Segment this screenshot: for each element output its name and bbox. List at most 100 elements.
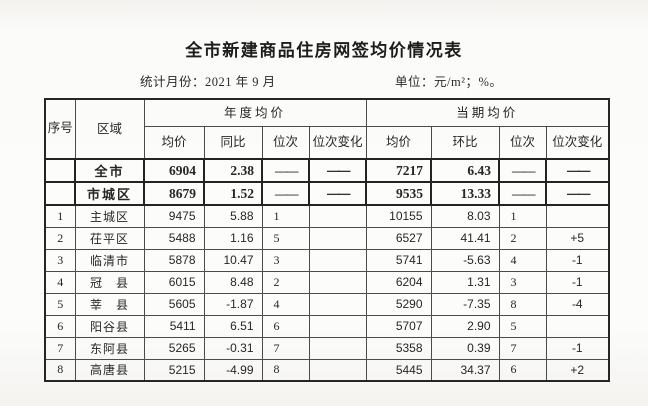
cell-current-mom: 6.43 [430,158,501,183]
cell-region: 茌平区 [74,226,145,250]
cell-region: 主城区 [74,204,145,228]
cell-annual-avg: 9475 [143,204,205,228]
cell-annual-rank: 5 [261,226,310,250]
cell-current-avg: 5290 [365,292,432,316]
cell-current-rank-change: +5 [545,226,610,250]
cell-current-avg: 5741 [365,248,432,272]
col-group-annual-avg: 年度均价 [143,98,367,127]
cell-region: 临清市 [74,248,145,272]
cell-seq: 3 [44,248,76,272]
cell-current-rank: 5 [498,314,547,338]
col-header-current-avg: 均价 [365,125,432,160]
cell-current-mom: 13.33 [430,181,501,206]
table-row: 7 东阿县 5265 -0.31 7 5358 0.39 7 -1 [44,336,610,360]
cell-current-rank: —— [498,158,548,183]
cell-current-rank-change: -1 [545,248,610,272]
cell-annual-yoy: 1.52 [203,181,263,206]
price-table: 序号 区域 年度均价 当期均价 均价 同比 位次 位次变化 均价 环比 位次 位… [44,98,611,382]
cell-seq: 7 [44,336,76,360]
cell-region: 冠 县 [74,270,145,294]
cell-current-rank-change: -4 [545,292,610,316]
cell-region: 阳谷县 [74,314,145,338]
table-body: 全市 6904 2.38 —— —— 7217 6.43 —— —— 市城区 8… [44,158,611,382]
cell-annual-rank-change [308,248,367,272]
cell-region: 市城区 [74,181,145,206]
cell-current-avg: 6527 [365,226,432,250]
dash-placeholder: —— [567,163,591,178]
table-row: 4 冠 县 6015 8.48 2 6204 1.31 3 -1 [44,270,610,294]
table-row: 1 主城区 9475 5.88 1 10155 8.03 1 [44,204,610,228]
cell-current-rank: 1 [498,204,547,228]
cell-current-mom: -5.63 [430,248,500,272]
cell-current-rank-change: —— [545,158,611,183]
cell-annual-rank: —— [261,181,310,206]
col-header-annual-rank: 位次 [261,125,310,160]
col-header-region: 区域 [74,98,145,160]
cell-seq: 6 [44,314,76,338]
cell-current-rank: —— [498,181,548,206]
table-header: 序号 区域 年度均价 当期均价 均价 同比 位次 位次变化 均价 环比 位次 位… [44,98,610,160]
cell-current-avg: 6204 [365,270,432,294]
col-header-seq: 序号 [44,98,76,160]
cell-seq: 2 [44,226,76,250]
col-header-current-mom: 环比 [430,125,500,160]
cell-annual-avg: 6015 [143,270,205,294]
col-group-current-avg: 当期均价 [365,98,610,127]
cell-seq: 1 [44,204,76,228]
cell-annual-rank-change [308,270,367,294]
cell-seq: 4 [44,270,76,294]
cell-annual-yoy: -0.31 [203,336,263,360]
cell-current-mom: 34.37 [430,358,500,382]
cell-annual-rank: 3 [261,248,310,272]
cell-current-avg: 7217 [365,158,433,183]
dash-placeholder: —— [567,186,591,201]
cell-annual-yoy: 10.47 [203,248,263,272]
cell-current-rank-change: +2 [545,358,610,382]
cell-annual-yoy: 1.16 [203,226,263,250]
cell-seq: 5 [44,292,76,316]
cell-annual-avg: 8679 [143,181,205,206]
cell-annual-rank: 2 [261,270,310,294]
cell-current-mom: 8.03 [430,204,500,228]
cell-annual-rank-change [308,204,367,228]
cell-annual-rank: 4 [261,292,310,316]
cell-annual-avg: 6904 [143,158,205,183]
header-sub-row: 均价 同比 位次 位次变化 均价 环比 位次 位次变化 [45,125,610,160]
cell-current-mom: -7.35 [430,292,500,316]
cell-annual-rank-change: —— [307,158,368,183]
cell-current-mom: 0.39 [430,336,500,360]
page-title: 全市新建商品住房网签均价情况表 [185,41,463,60]
col-header-annual-rank-change: 位次变化 [308,125,367,160]
dash-placeholder: —— [275,185,299,201]
cell-current-avg: 5358 [365,336,432,360]
cell-current-rank-change [545,314,610,338]
cell-annual-rank: 1 [261,204,310,228]
cell-seq: 8 [44,358,76,382]
cell-annual-rank-change [308,292,367,316]
col-header-annual-yoy: 同比 [203,125,263,160]
cell-annual-yoy: 8.48 [203,270,263,294]
cell-current-rank: 7 [498,336,547,360]
dash-placeholder: —— [275,162,299,178]
cell-current-rank: 6 [498,358,547,382]
table-row: 8 高唐县 5215 -4.99 8 5445 34.37 6 +2 [44,358,610,382]
cell-current-rank-change [545,204,610,228]
cell-annual-rank: 7 [261,336,310,360]
cell-annual-yoy: 6.51 [203,314,263,338]
cell-annual-avg: 5605 [143,292,205,316]
cell-current-rank-change: -1 [545,336,610,360]
table-row: 市城区 8679 1.52 —— —— 9535 13.33 —— —— [44,181,611,206]
cell-region: 全市 [74,158,145,183]
cell-seq [44,181,76,206]
cell-current-rank-change: —— [545,181,611,206]
meta-row: 统计月份：2021 年 9 月 单位：元/m²；%。 [0,71,648,91]
cell-current-avg: 5445 [365,358,432,382]
cell-region: 高唐县 [74,358,145,382]
dash-placeholder: —— [512,185,536,201]
header-group-row: 序号 区域 年度均价 当期均价 [44,98,610,160]
cell-annual-rank-change [308,358,367,382]
table-row: 2 茌平区 5488 1.16 5 6527 41.41 2 +5 [44,226,610,250]
cell-annual-yoy: -1.87 [203,292,263,316]
cell-region: 东阿县 [74,336,145,360]
